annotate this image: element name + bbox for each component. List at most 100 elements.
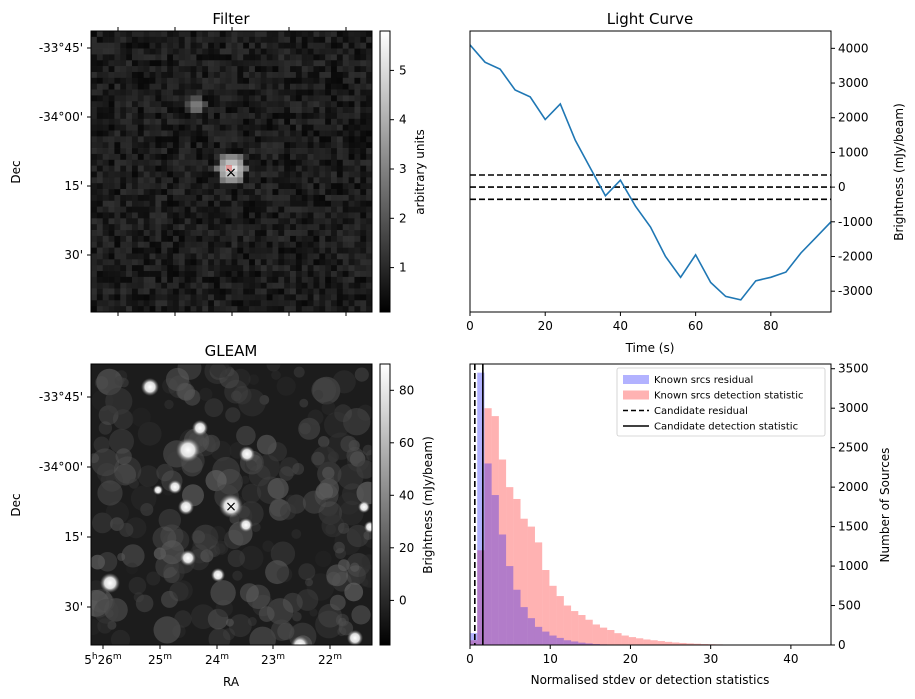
light-curve-xlabel: Time (s) xyxy=(625,341,675,355)
filter-image xyxy=(91,31,372,312)
x-tick-label: 10 xyxy=(543,652,558,666)
histogram-xlabel: Normalised stdev or detection statistics xyxy=(531,673,770,687)
hist-bar xyxy=(556,637,564,645)
gleam-ra-ticks: 5h26m 25m 24m 23m 22m xyxy=(84,645,342,667)
hist-bar xyxy=(520,607,528,645)
radio-source xyxy=(141,378,159,396)
hist-bar xyxy=(578,615,586,645)
filter-ylabel: Dec xyxy=(9,160,23,183)
radio-source xyxy=(291,636,309,645)
hist-bar xyxy=(498,534,507,645)
filter-colorbar-label: arbitrary units xyxy=(413,129,427,215)
hist-bar xyxy=(534,626,543,645)
y-tick-label: -2000 xyxy=(838,249,873,263)
hist-bar xyxy=(636,638,644,645)
light-curve-frame xyxy=(469,30,832,313)
y-tick-label: 1000 xyxy=(838,145,869,159)
x-tick-label: 60 xyxy=(688,319,703,333)
hist-bar xyxy=(549,585,557,645)
radio-source xyxy=(192,420,208,436)
candidate-marker: × xyxy=(225,165,237,181)
hist-bar xyxy=(534,542,543,645)
gleam-ylabel: Dec xyxy=(9,493,23,516)
ra-tick-label: 22m xyxy=(318,652,342,667)
hist-bar xyxy=(643,639,651,645)
hist-bar xyxy=(614,633,622,645)
histogram-panel: 0 10 20 30 40 0 500 1000 1500 2000 2500 3000 3500 N… xyxy=(466,362,892,687)
ra-tick-label: 24m xyxy=(205,652,229,667)
candidate-marker: × xyxy=(225,499,237,515)
hist-bar xyxy=(513,589,521,645)
hist-bar xyxy=(628,637,637,645)
legend-label: Candidate residual xyxy=(654,406,748,417)
dec-tick-label: 30' xyxy=(64,600,83,614)
x-tick-label: 0 xyxy=(466,319,474,333)
histogram-plot xyxy=(470,364,831,645)
hist-bar xyxy=(599,627,608,645)
y-tick-label: 2500 xyxy=(838,441,869,455)
hist-bar xyxy=(686,643,694,645)
hist-bar xyxy=(592,624,600,645)
y-tick-label: -1000 xyxy=(838,215,873,229)
radio-source xyxy=(239,446,255,462)
y-tick-label: 2000 xyxy=(838,111,869,125)
colorbar-gradient xyxy=(379,30,391,313)
hist-bar xyxy=(578,642,586,645)
hist-bar xyxy=(679,642,687,645)
histogram-frame xyxy=(469,363,832,646)
light-curve-yticks: -3000 -2000 -1000 0 1000 2000 3000 4000 xyxy=(831,41,873,298)
hist-bar xyxy=(607,630,615,645)
gleam-colorbar-label: Brightness (mJy/beam) xyxy=(421,436,435,574)
hist-bar xyxy=(506,566,514,645)
colorbar-tick-label: 1 xyxy=(399,261,407,275)
ra-tick-label: 5h26m xyxy=(84,652,121,667)
radio-source xyxy=(153,485,163,495)
hist-bar xyxy=(563,605,572,645)
gleam-colorbar: 0 20 40 60 80 Brightness (mJy/beam) xyxy=(379,363,435,646)
filter-panel: Filter × Dec -33°45' -34°00' 15' 30' xyxy=(9,10,427,316)
x-tick-label: 0 xyxy=(466,652,474,666)
gleam-panel: GLEAM × Dec -33°45' -34°00' 15' 30' 5h26… xyxy=(9,342,435,689)
dec-tick-label: -34°00' xyxy=(39,460,83,474)
hist-bar xyxy=(470,640,478,645)
hist-bar xyxy=(621,635,629,645)
hist-bar xyxy=(484,408,492,645)
dec-tick-label: 15' xyxy=(64,179,83,193)
filter-dec-ticks: -33°45' -34°00' 15' 30' xyxy=(39,41,91,262)
gleam-dec-ticks: -33°45' -34°00' 15' 30' xyxy=(39,390,91,614)
hist-bar xyxy=(571,611,579,645)
x-tick-label: 30 xyxy=(703,652,718,666)
radio-source xyxy=(358,501,370,513)
ra-tick-label: 25m xyxy=(148,652,172,667)
colorbar-tick-label: 5 xyxy=(399,63,407,77)
legend-label: Candidate detection statistic xyxy=(654,422,798,433)
y-tick-label: 3000 xyxy=(838,76,869,90)
y-tick-label: 4000 xyxy=(838,41,869,55)
y-tick-label: 2000 xyxy=(838,480,869,494)
filter-colorbar: 1 2 3 4 5 arbitrary units xyxy=(379,30,427,313)
hist-bar xyxy=(542,631,550,645)
radio-source xyxy=(364,521,372,533)
x-tick-label: 80 xyxy=(763,319,778,333)
colorbar-ticks: 1 2 3 4 5 xyxy=(390,63,407,275)
hist-bar xyxy=(657,641,665,645)
radio-source xyxy=(168,480,182,494)
hist-bar xyxy=(520,518,528,645)
y-tick-label: 3000 xyxy=(838,401,869,415)
radio-source xyxy=(239,518,253,532)
light-curve-plot xyxy=(470,44,831,301)
y-tick-label: 1500 xyxy=(838,520,869,534)
gleam-image xyxy=(91,364,372,645)
light-curve-xticks: 0 20 40 60 80 xyxy=(466,312,778,333)
histogram-yticks: 0 500 1000 1500 2000 2500 3000 3500 xyxy=(831,362,869,652)
histogram-ylabel: Number of Sources xyxy=(878,448,892,563)
hist-bar xyxy=(585,619,593,645)
radio-source xyxy=(347,630,363,645)
legend-label: Known srcs residual xyxy=(654,375,753,386)
hist-bar xyxy=(498,459,507,645)
y-tick-label: 3500 xyxy=(838,362,869,376)
hist-bar xyxy=(491,495,499,645)
hist-bar xyxy=(672,642,680,645)
radio-source xyxy=(176,438,200,462)
radio-source xyxy=(178,499,194,515)
